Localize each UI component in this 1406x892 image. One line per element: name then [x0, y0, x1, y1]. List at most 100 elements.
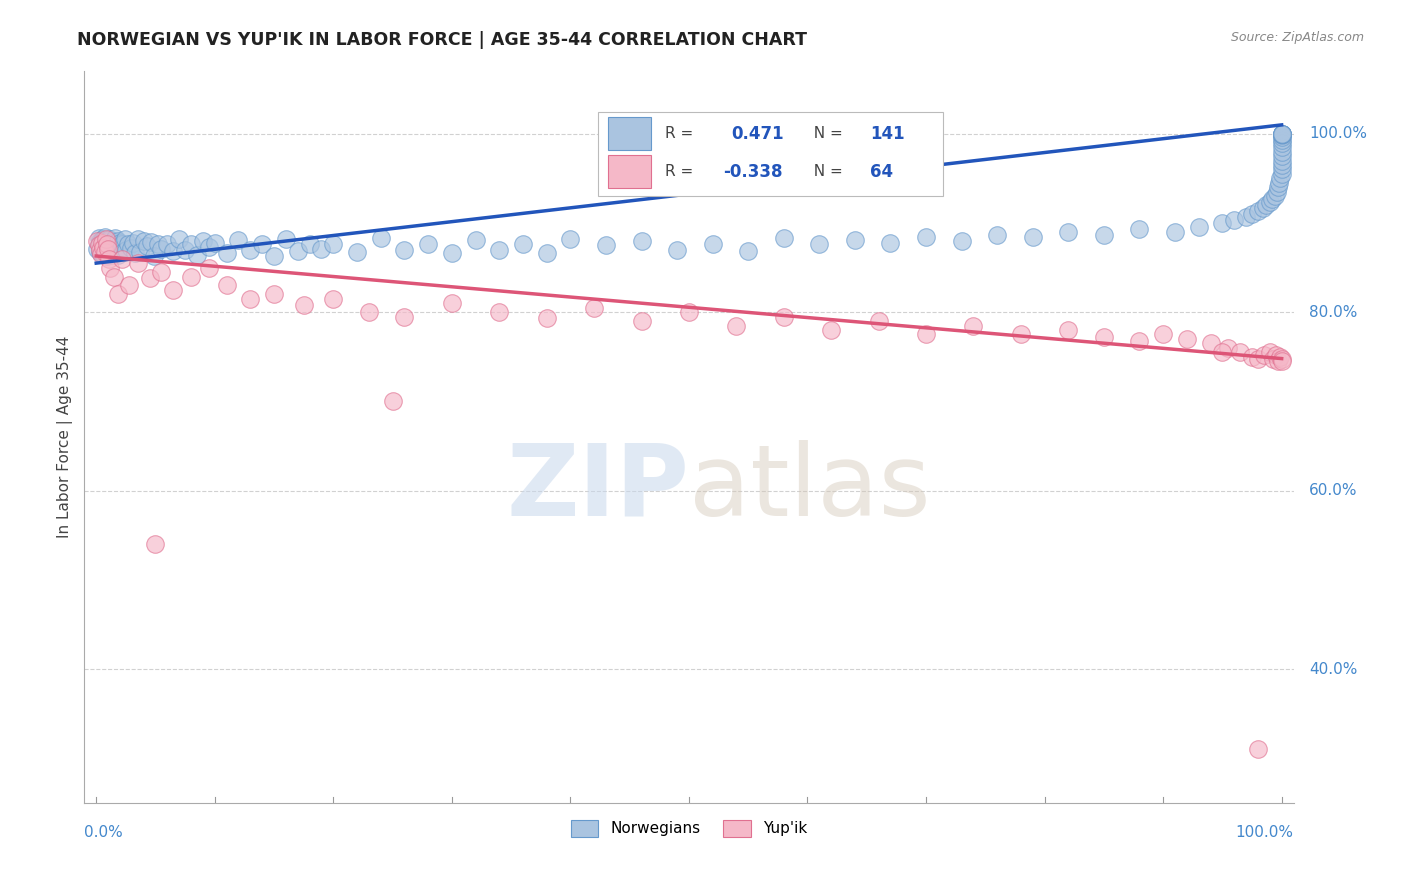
Point	[127, 256, 149, 270]
Point	[1271, 127, 1294, 141]
Point	[1247, 204, 1270, 219]
Point	[103, 235, 125, 249]
Point	[198, 260, 221, 275]
Point	[97, 241, 120, 255]
Point	[1247, 351, 1270, 366]
Point	[1267, 354, 1289, 368]
Point	[1271, 127, 1294, 141]
FancyBboxPatch shape	[607, 154, 651, 188]
Point	[1271, 136, 1294, 150]
Point	[100, 243, 122, 257]
Point	[1263, 351, 1285, 366]
Point	[1218, 341, 1240, 355]
Point	[322, 292, 344, 306]
Point	[129, 244, 152, 259]
Point	[536, 311, 558, 326]
Point	[394, 310, 416, 324]
Point	[1188, 220, 1211, 235]
Point	[1261, 192, 1284, 206]
Point	[93, 244, 115, 259]
Point	[630, 234, 652, 248]
Point	[1268, 176, 1291, 190]
Point	[107, 248, 129, 262]
Point	[204, 235, 226, 250]
Point	[98, 232, 121, 246]
Point	[1267, 180, 1289, 194]
Point	[239, 243, 262, 257]
Point	[100, 260, 122, 275]
Point	[1152, 327, 1174, 342]
Point	[180, 269, 202, 284]
Point	[145, 537, 167, 551]
Point	[772, 310, 794, 324]
Point	[191, 234, 214, 248]
Point	[89, 244, 111, 259]
Point	[94, 232, 117, 246]
Point	[298, 236, 321, 251]
Point	[772, 231, 794, 245]
Point	[1256, 198, 1278, 212]
Text: R =: R =	[665, 164, 697, 179]
Point	[820, 323, 842, 337]
Point	[583, 301, 606, 315]
Point	[94, 242, 117, 256]
Text: 141: 141	[870, 125, 905, 143]
Point	[879, 235, 901, 250]
Text: 80.0%: 80.0%	[1309, 305, 1358, 319]
Point	[87, 238, 110, 252]
Point	[90, 241, 112, 255]
Point	[96, 249, 118, 263]
Point	[915, 326, 938, 341]
Point	[1199, 336, 1222, 351]
Point	[1271, 128, 1294, 142]
Point	[1057, 225, 1080, 239]
Point	[808, 237, 831, 252]
Point	[96, 235, 118, 249]
Point	[111, 252, 134, 266]
Point	[1271, 127, 1294, 141]
Point	[1270, 171, 1292, 186]
Point	[1271, 127, 1294, 141]
Point	[87, 237, 110, 252]
Point	[418, 237, 440, 252]
Point	[1223, 213, 1246, 227]
Point	[156, 237, 179, 252]
Point	[228, 233, 250, 247]
Point	[287, 244, 309, 258]
Point	[1211, 216, 1233, 230]
Point	[91, 232, 114, 246]
Point	[1092, 330, 1115, 344]
Point	[595, 238, 617, 252]
Point	[1229, 345, 1251, 359]
Point	[107, 240, 129, 254]
Point	[97, 244, 120, 259]
Point	[110, 242, 132, 256]
Text: 0.0%: 0.0%	[84, 825, 124, 839]
Point	[1164, 225, 1187, 239]
Text: 64: 64	[870, 162, 893, 180]
Point	[101, 248, 124, 262]
Point	[127, 232, 149, 246]
Point	[1271, 354, 1294, 368]
Point	[346, 244, 368, 259]
Point	[105, 237, 128, 252]
Point	[950, 234, 973, 248]
Point	[180, 237, 202, 252]
Point	[1057, 323, 1080, 337]
Point	[370, 231, 392, 245]
Point	[107, 234, 129, 248]
Point	[115, 243, 138, 257]
Point	[725, 318, 748, 333]
Point	[678, 305, 700, 319]
Point	[1271, 140, 1294, 154]
Point	[1240, 350, 1263, 364]
Point	[1128, 222, 1150, 236]
Text: N =: N =	[804, 126, 848, 141]
Point	[89, 238, 111, 252]
Point	[103, 269, 125, 284]
Point	[91, 244, 114, 258]
Point	[1128, 334, 1150, 348]
Point	[1270, 350, 1292, 364]
Point	[132, 234, 155, 248]
Point	[1240, 207, 1263, 221]
